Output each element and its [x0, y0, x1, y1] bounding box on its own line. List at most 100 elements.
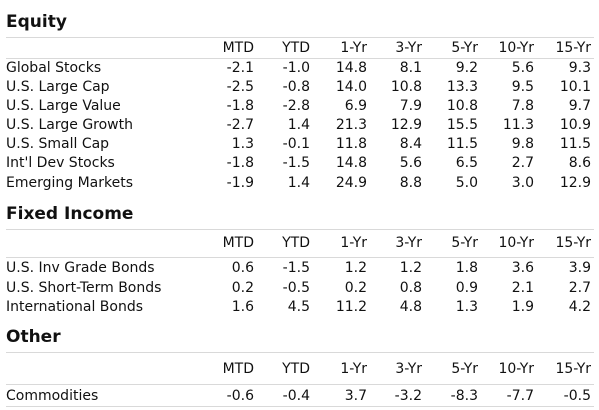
table-cell: 2.7: [511, 155, 534, 171]
table-cell: 3.6: [511, 260, 534, 276]
table-cell: 14.8: [335, 60, 367, 76]
row-label: U.S. Small Cap: [6, 136, 110, 152]
table-cell: -2.7: [226, 117, 254, 133]
table-cell: 0.6: [231, 260, 254, 276]
table-cell: 9.5: [511, 79, 534, 95]
column-header: MTD: [222, 40, 254, 56]
table-cell: 5.6: [511, 60, 534, 76]
table-cell: 1.4: [287, 117, 310, 133]
table-row: U.S. Large Value -1.8 -2.8 6.9 7.9 10.8 …: [0, 98, 599, 117]
table-cell: 6.9: [344, 98, 367, 114]
row-label: U.S. Short-Term Bonds: [6, 280, 162, 296]
table-cell: 3.7: [344, 388, 367, 404]
section-title-equity: Equity: [6, 12, 67, 32]
table-cell: 7.9: [399, 98, 422, 114]
column-header: YTD: [282, 361, 310, 377]
table-cell: 1.2: [344, 260, 367, 276]
table-cell: -1.8: [226, 155, 254, 171]
table-cell: 11.5: [559, 136, 591, 152]
column-header: YTD: [282, 235, 310, 251]
table-cell: 1.4: [287, 175, 310, 191]
table-cell: 13.3: [446, 79, 478, 95]
column-header: YTD: [282, 40, 310, 56]
table-cell: 3.9: [568, 260, 591, 276]
column-header: 1-Yr: [340, 235, 367, 251]
table-cell: 5.0: [455, 175, 478, 191]
table-cell: -0.5: [563, 388, 591, 404]
table-cell: -2.8: [282, 98, 310, 114]
column-header: 15-Yr: [555, 361, 591, 377]
table-cell: 11.2: [335, 299, 367, 315]
row-label: Global Stocks: [6, 60, 102, 76]
table-cell: 1.9: [511, 299, 534, 315]
table-cell: -3.2: [394, 388, 422, 404]
table-cell: 24.9: [335, 175, 367, 191]
table-row: International Bonds 1.6 4.5 11.2 4.8 1.3…: [0, 299, 599, 318]
divider: [6, 229, 594, 230]
row-label: U.S. Inv Grade Bonds: [6, 260, 155, 276]
table-cell: -0.6: [226, 388, 254, 404]
divider: [6, 352, 594, 353]
column-header: 5-Yr: [451, 361, 478, 377]
row-label: Emerging Markets: [6, 175, 134, 191]
column-header: 5-Yr: [451, 235, 478, 251]
table-cell: 6.5: [455, 155, 478, 171]
table-cell: 1.2: [399, 260, 422, 276]
column-header: 10-Yr: [498, 235, 534, 251]
table-cell: 11.5: [446, 136, 478, 152]
table-cell: 11.8: [335, 136, 367, 152]
table-cell: 11.3: [502, 117, 534, 133]
table-cell: -0.4: [282, 388, 310, 404]
row-label: U.S. Large Cap: [6, 79, 110, 95]
column-header-row: MTD YTD 1-Yr 3-Yr 5-Yr 10-Yr 15-Yr: [0, 235, 599, 254]
table-cell: 1.8: [455, 260, 478, 276]
table-row: U.S. Small Cap 1.3 -0.1 11.8 8.4 11.5 9.…: [0, 136, 599, 155]
table-cell: 10.9: [559, 117, 591, 133]
table-cell: 1.6: [231, 299, 254, 315]
column-header: 15-Yr: [555, 235, 591, 251]
table-cell: -7.7: [506, 388, 534, 404]
table-cell: 8.1: [399, 60, 422, 76]
table-cell: 12.9: [390, 117, 422, 133]
table-row: Global Stocks -2.1 -1.0 14.8 8.1 9.2 5.6…: [0, 60, 599, 79]
table-cell: -1.8: [226, 98, 254, 114]
table-cell: 4.2: [568, 299, 591, 315]
table-cell: 0.2: [344, 280, 367, 296]
table-cell: 10.8: [390, 79, 422, 95]
table-cell: 5.6: [399, 155, 422, 171]
table-cell: 8.8: [399, 175, 422, 191]
column-header-row: MTD YTD 1-Yr 3-Yr 5-Yr 10-Yr 15-Yr: [0, 361, 599, 380]
table-cell: -1.5: [282, 260, 310, 276]
row-label: Commodities: [6, 388, 99, 404]
column-header: MTD: [222, 361, 254, 377]
table-cell: 8.6: [568, 155, 591, 171]
table-cell: -2.1: [226, 60, 254, 76]
divider: [6, 384, 594, 385]
column-header: 10-Yr: [498, 40, 534, 56]
table-row: U.S. Large Cap -2.5 -0.8 14.0 10.8 13.3 …: [0, 79, 599, 98]
table-cell: 8.4: [399, 136, 422, 152]
table-cell: 9.8: [511, 136, 534, 152]
table-row: Commodities -0.6 -0.4 3.7 -3.2 -8.3 -7.7…: [0, 388, 599, 407]
row-label: U.S. Large Value: [6, 98, 121, 114]
table-cell: -8.3: [450, 388, 478, 404]
table-cell: 2.7: [568, 280, 591, 296]
table-cell: -1.0: [282, 60, 310, 76]
table-cell: 9.2: [455, 60, 478, 76]
divider: [6, 257, 594, 258]
column-header: 3-Yr: [395, 361, 422, 377]
table-cell: -1.9: [226, 175, 254, 191]
column-header: MTD: [222, 235, 254, 251]
table-cell: 1.3: [231, 136, 254, 152]
table-cell: -2.5: [226, 79, 254, 95]
table-cell: 0.8: [399, 280, 422, 296]
column-header: 3-Yr: [395, 235, 422, 251]
table-row: Int'l Dev Stocks -1.8 -1.5 14.8 5.6 6.5 …: [0, 155, 599, 174]
divider: [6, 406, 594, 407]
table-cell: -0.1: [282, 136, 310, 152]
table-row: U.S. Large Growth -2.7 1.4 21.3 12.9 15.…: [0, 117, 599, 136]
table-cell: 7.8: [511, 98, 534, 114]
column-header-row: MTD YTD 1-Yr 3-Yr 5-Yr 10-Yr 15-Yr: [0, 40, 599, 59]
table-cell: 1.3: [455, 299, 478, 315]
table-cell: 4.8: [399, 299, 422, 315]
